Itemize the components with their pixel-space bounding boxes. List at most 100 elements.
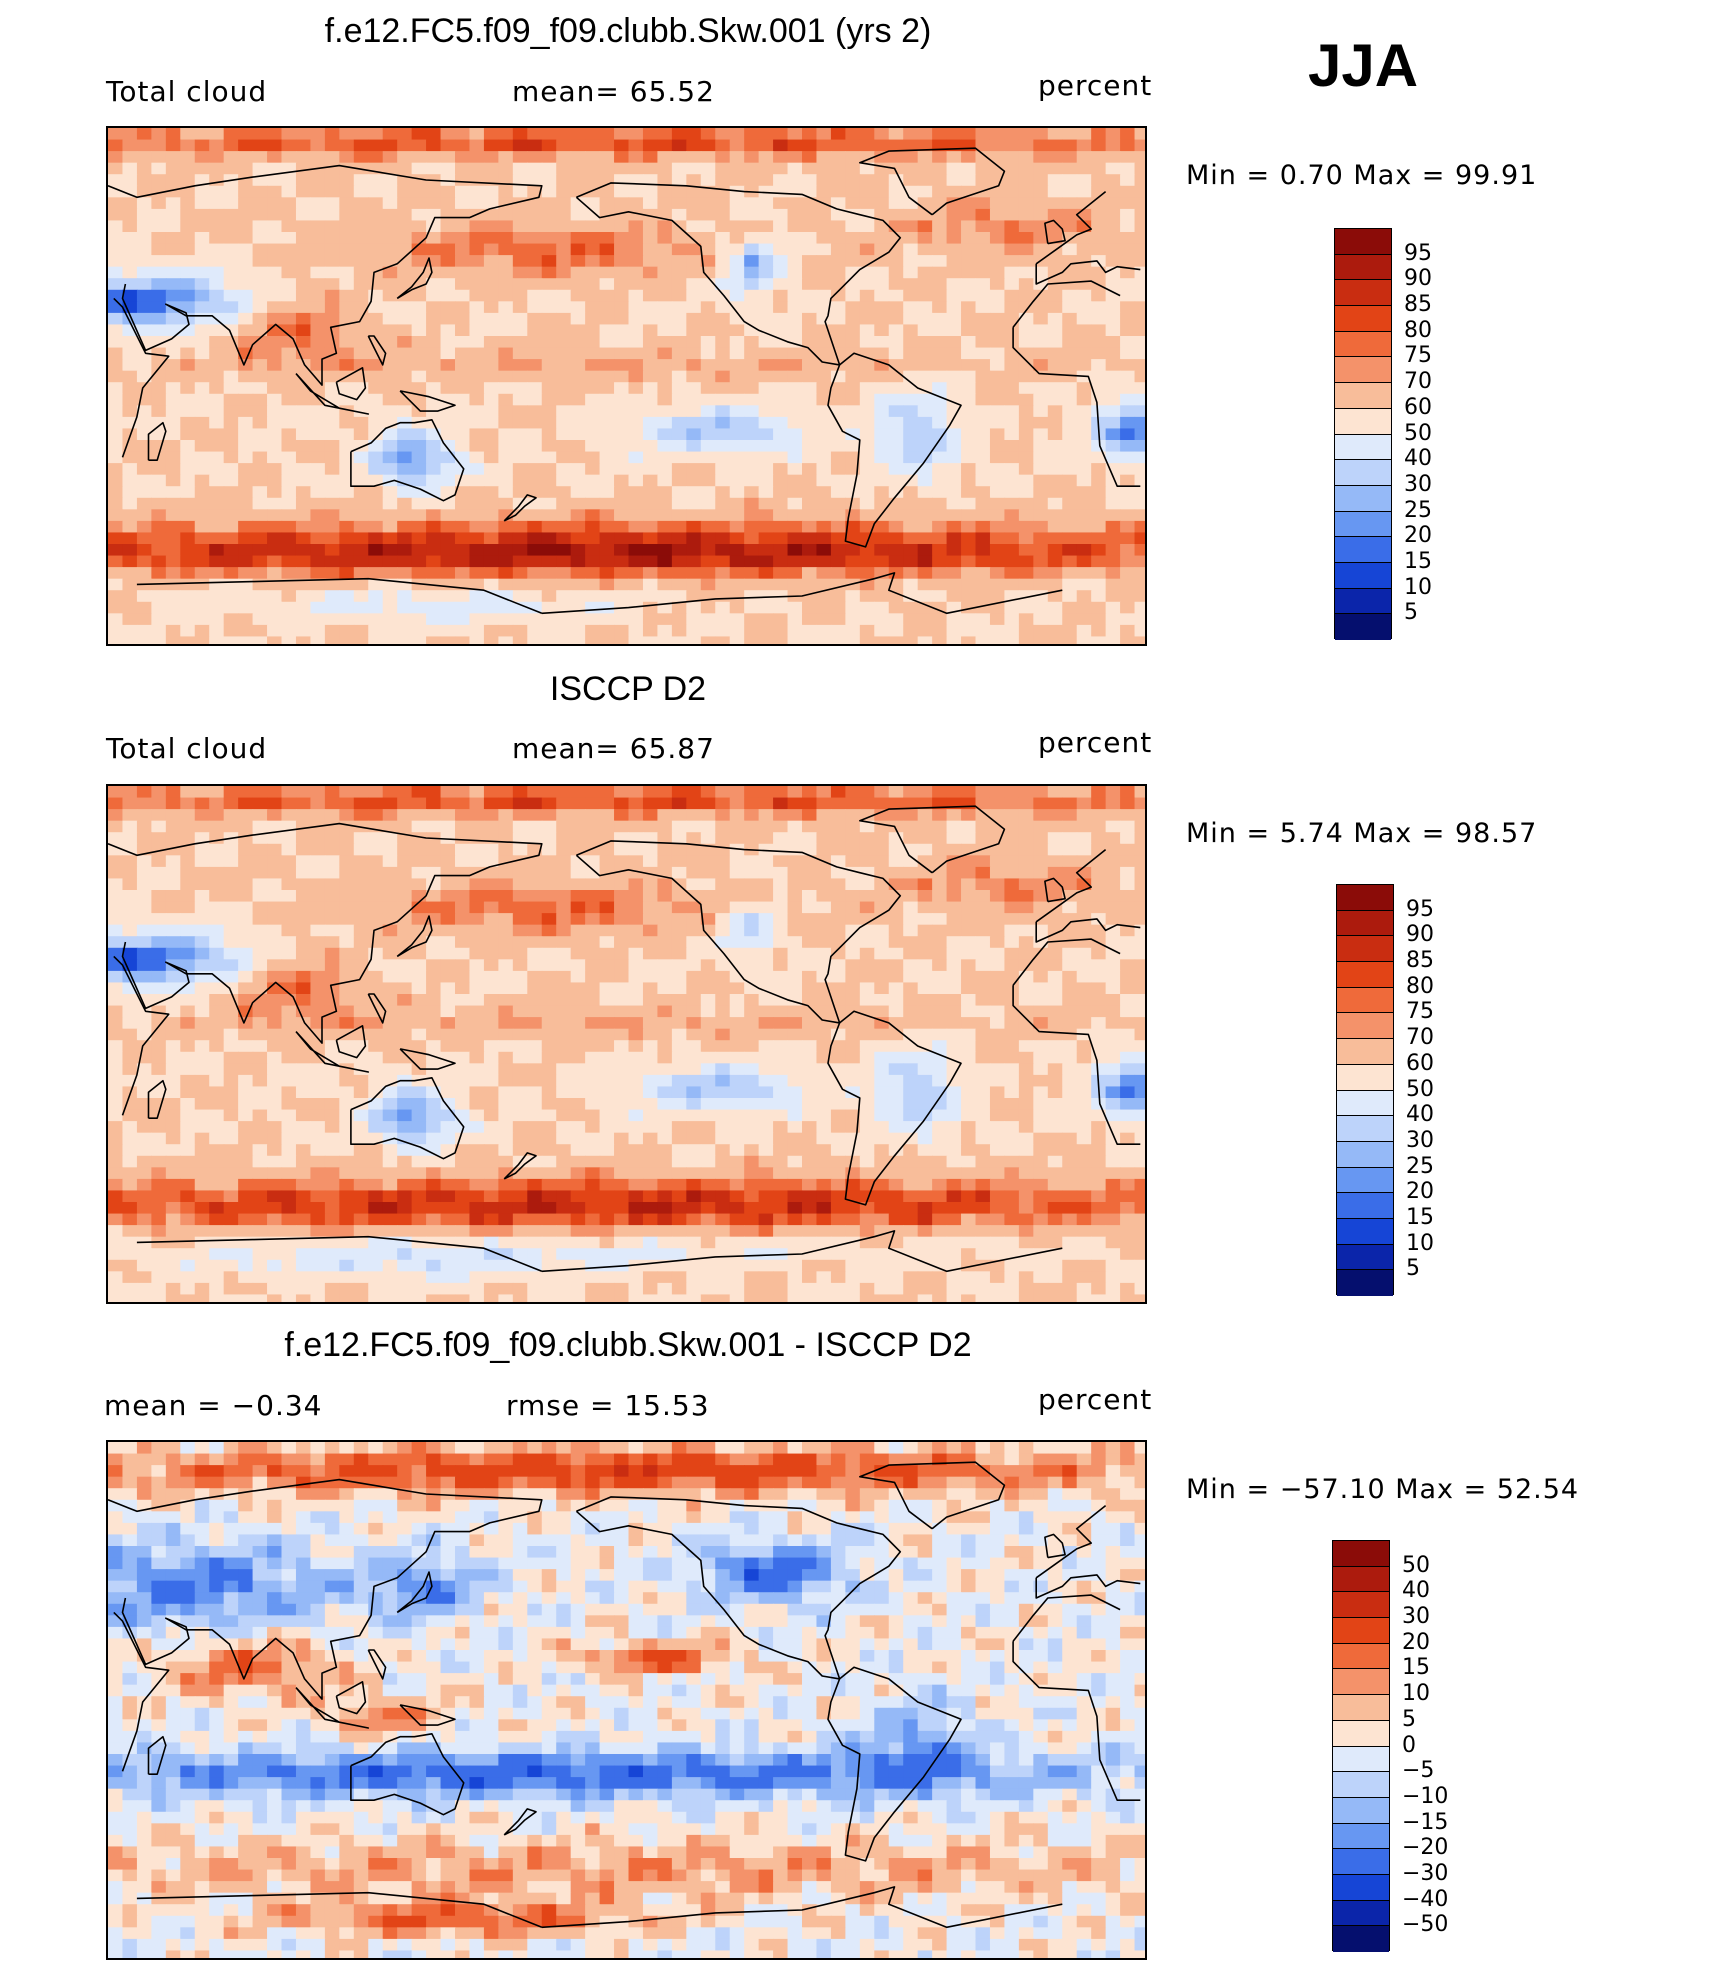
- field-cell: [758, 959, 774, 972]
- field-cell: [136, 416, 152, 430]
- field-cell: [122, 890, 138, 903]
- field-cell: [339, 567, 355, 580]
- field-cell: [469, 370, 485, 383]
- field-cell: [744, 532, 760, 545]
- field-cell: [209, 208, 225, 222]
- field-cell: [888, 278, 904, 291]
- field-cell: [238, 590, 254, 603]
- field-cell: [686, 416, 702, 430]
- field-cell: [512, 832, 528, 845]
- field-cell: [136, 243, 152, 256]
- field-cell: [729, 820, 745, 833]
- field-cell: [657, 636, 673, 644]
- field-cell: [122, 1040, 138, 1053]
- field-cell: [455, 486, 471, 499]
- field-cell: [888, 1040, 904, 1053]
- field-cell: [903, 405, 919, 418]
- field-cell: [1134, 208, 1145, 222]
- field-cell: [556, 567, 572, 580]
- field-cell: [917, 301, 933, 314]
- field-cell: [295, 601, 312, 614]
- field-cell: [411, 1040, 427, 1053]
- field-cell: [368, 843, 384, 856]
- field-cell: [397, 162, 413, 175]
- field-cell: [642, 1028, 659, 1041]
- field-cell: [411, 151, 427, 164]
- field-cell: [180, 855, 196, 868]
- field-cell: [541, 601, 557, 614]
- field-cell: [252, 636, 268, 644]
- field-cell: [194, 809, 210, 822]
- field-cell: [830, 208, 846, 222]
- field-cell: [455, 809, 471, 822]
- field-cell: [830, 440, 846, 453]
- coastline: [147, 421, 167, 461]
- field-cell: [440, 982, 456, 995]
- field-cell: [556, 255, 572, 268]
- field-cell: [238, 243, 254, 256]
- field-cell: [700, 982, 716, 995]
- colorbar-cell: [1335, 537, 1391, 563]
- field-cell: [729, 578, 745, 591]
- field-cell: [440, 162, 456, 175]
- field-cell: [1062, 232, 1078, 245]
- field-cell: [209, 1040, 225, 1053]
- field-cell: [628, 486, 644, 499]
- field-cell: [1047, 797, 1063, 810]
- field-cell: [455, 1005, 471, 1018]
- field-cell: [816, 959, 832, 972]
- field-cell: [874, 382, 890, 395]
- field-cell: [339, 220, 355, 233]
- field-cell: [498, 797, 514, 810]
- field-cell: [382, 555, 398, 568]
- field-cell: [295, 1028, 312, 1041]
- field-cell: [252, 278, 268, 291]
- field-cell: [165, 855, 181, 868]
- field-cell: [455, 532, 471, 545]
- field-cell: [1004, 278, 1020, 291]
- field-cell: [715, 544, 731, 557]
- field-cell: [802, 1017, 818, 1030]
- field-cell: [917, 555, 933, 568]
- field-cell: [614, 382, 630, 395]
- field-cell: [570, 1040, 586, 1053]
- field-cell: [122, 901, 138, 914]
- field-cell: [136, 855, 152, 868]
- field-cell: [671, 866, 687, 880]
- field-cell: [426, 301, 442, 314]
- field-cell: [932, 843, 948, 856]
- field-cell: [961, 347, 977, 360]
- field-cell: [975, 797, 991, 810]
- field-cell: [122, 486, 138, 499]
- field-cell: [455, 913, 471, 926]
- field-cell: [339, 440, 355, 453]
- field-cell: [845, 359, 861, 372]
- field-cell: [874, 924, 890, 937]
- field-cell: [194, 890, 210, 903]
- field-cell: [628, 451, 644, 464]
- field-cell: [252, 901, 268, 914]
- field-cell: [802, 347, 818, 360]
- field-cell: [932, 266, 948, 279]
- field-cell: [657, 232, 673, 245]
- field-cell: [715, 232, 731, 245]
- field-cell: [961, 982, 977, 995]
- field-cell: [368, 1040, 384, 1053]
- field-cell: [368, 1017, 384, 1030]
- field-cell: [483, 139, 499, 152]
- colorbar-cell: [1335, 614, 1391, 640]
- field-cell: [599, 486, 615, 499]
- field-cell: [773, 312, 789, 326]
- colorbar-tick-label: 80: [1404, 317, 1432, 343]
- field-cell: [440, 797, 456, 810]
- field-cell: [642, 428, 659, 441]
- field-cell: [989, 243, 1006, 256]
- field-cell: [165, 428, 181, 441]
- field-cell: [917, 532, 933, 545]
- field-cell: [1033, 832, 1049, 845]
- field-cell: [845, 324, 861, 337]
- field-cell: [238, 866, 254, 880]
- coastline: [503, 494, 537, 522]
- field-cell: [816, 555, 832, 568]
- field-cell: [353, 1017, 369, 1030]
